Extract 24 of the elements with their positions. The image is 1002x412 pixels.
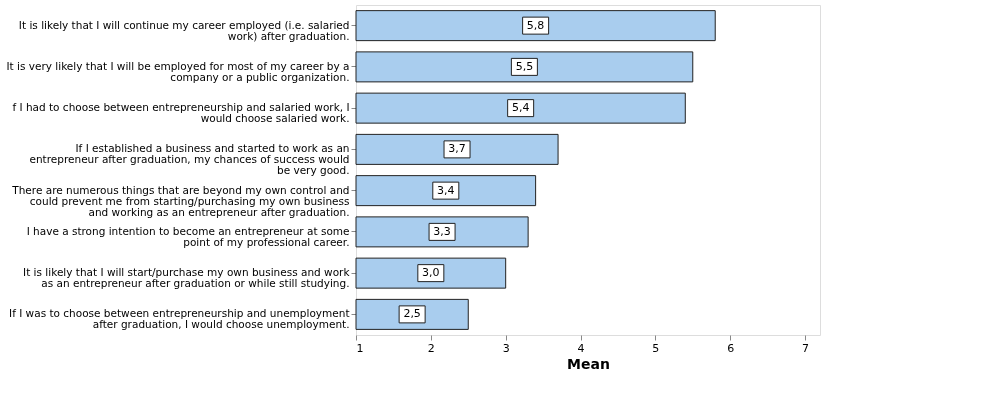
y-tick-label: If I was to choose between entrepreneurship and unemployment after graduation, I would choose unemployment. [9, 307, 350, 331]
x-tick-label: 5 [652, 341, 660, 355]
data-label: 5,4 [511, 101, 530, 115]
x-axis-title: Mean [567, 355, 610, 372]
x-tick-label: 3 [502, 341, 510, 355]
y-tick-label: I have a strong intention to become an entrepreneur at some point of my professional career. [26, 224, 350, 248]
data-label: 3,4 [437, 183, 455, 197]
x-tick-label: 7 [802, 341, 810, 355]
y-tick-label: It is very likely that I will be employed for most of my career by a company or a public organization. [6, 59, 350, 83]
x-tick-label: 4 [577, 341, 585, 355]
y-tick-label: It is likely that I will continue my career employed (i.e. salaried work) after graduation. [18, 18, 350, 42]
y-tick-label: If I established a business and started to work as an entrepreneur after graduation, my chances of success would be very good. [29, 142, 350, 177]
x-tick-label: 6 [727, 341, 735, 355]
data-label: 2,5 [403, 307, 421, 321]
data-label: 3,0 [422, 266, 440, 280]
x-tick-label: 2 [427, 341, 435, 355]
y-tick-label: There are numerous things that are beyond my own control and could prevent me from starting/purchasing my own business and working as an entrepreneur after graduation. [11, 183, 350, 218]
data-label: 5,5 [515, 59, 534, 73]
x-tick-label: 1 [356, 341, 364, 355]
y-tick-label: f I had to choose between entrepreneurship and salaried work, I would choose salaried work. [12, 101, 350, 125]
y-tick-label: It is likely that I will start/purchase my own business and work as an entrepreneur after graduation or while still studying. [23, 266, 351, 290]
data-label: 5,8 [526, 18, 545, 32]
data-label: 3,7 [448, 142, 466, 156]
data-label: 3,3 [433, 224, 451, 238]
